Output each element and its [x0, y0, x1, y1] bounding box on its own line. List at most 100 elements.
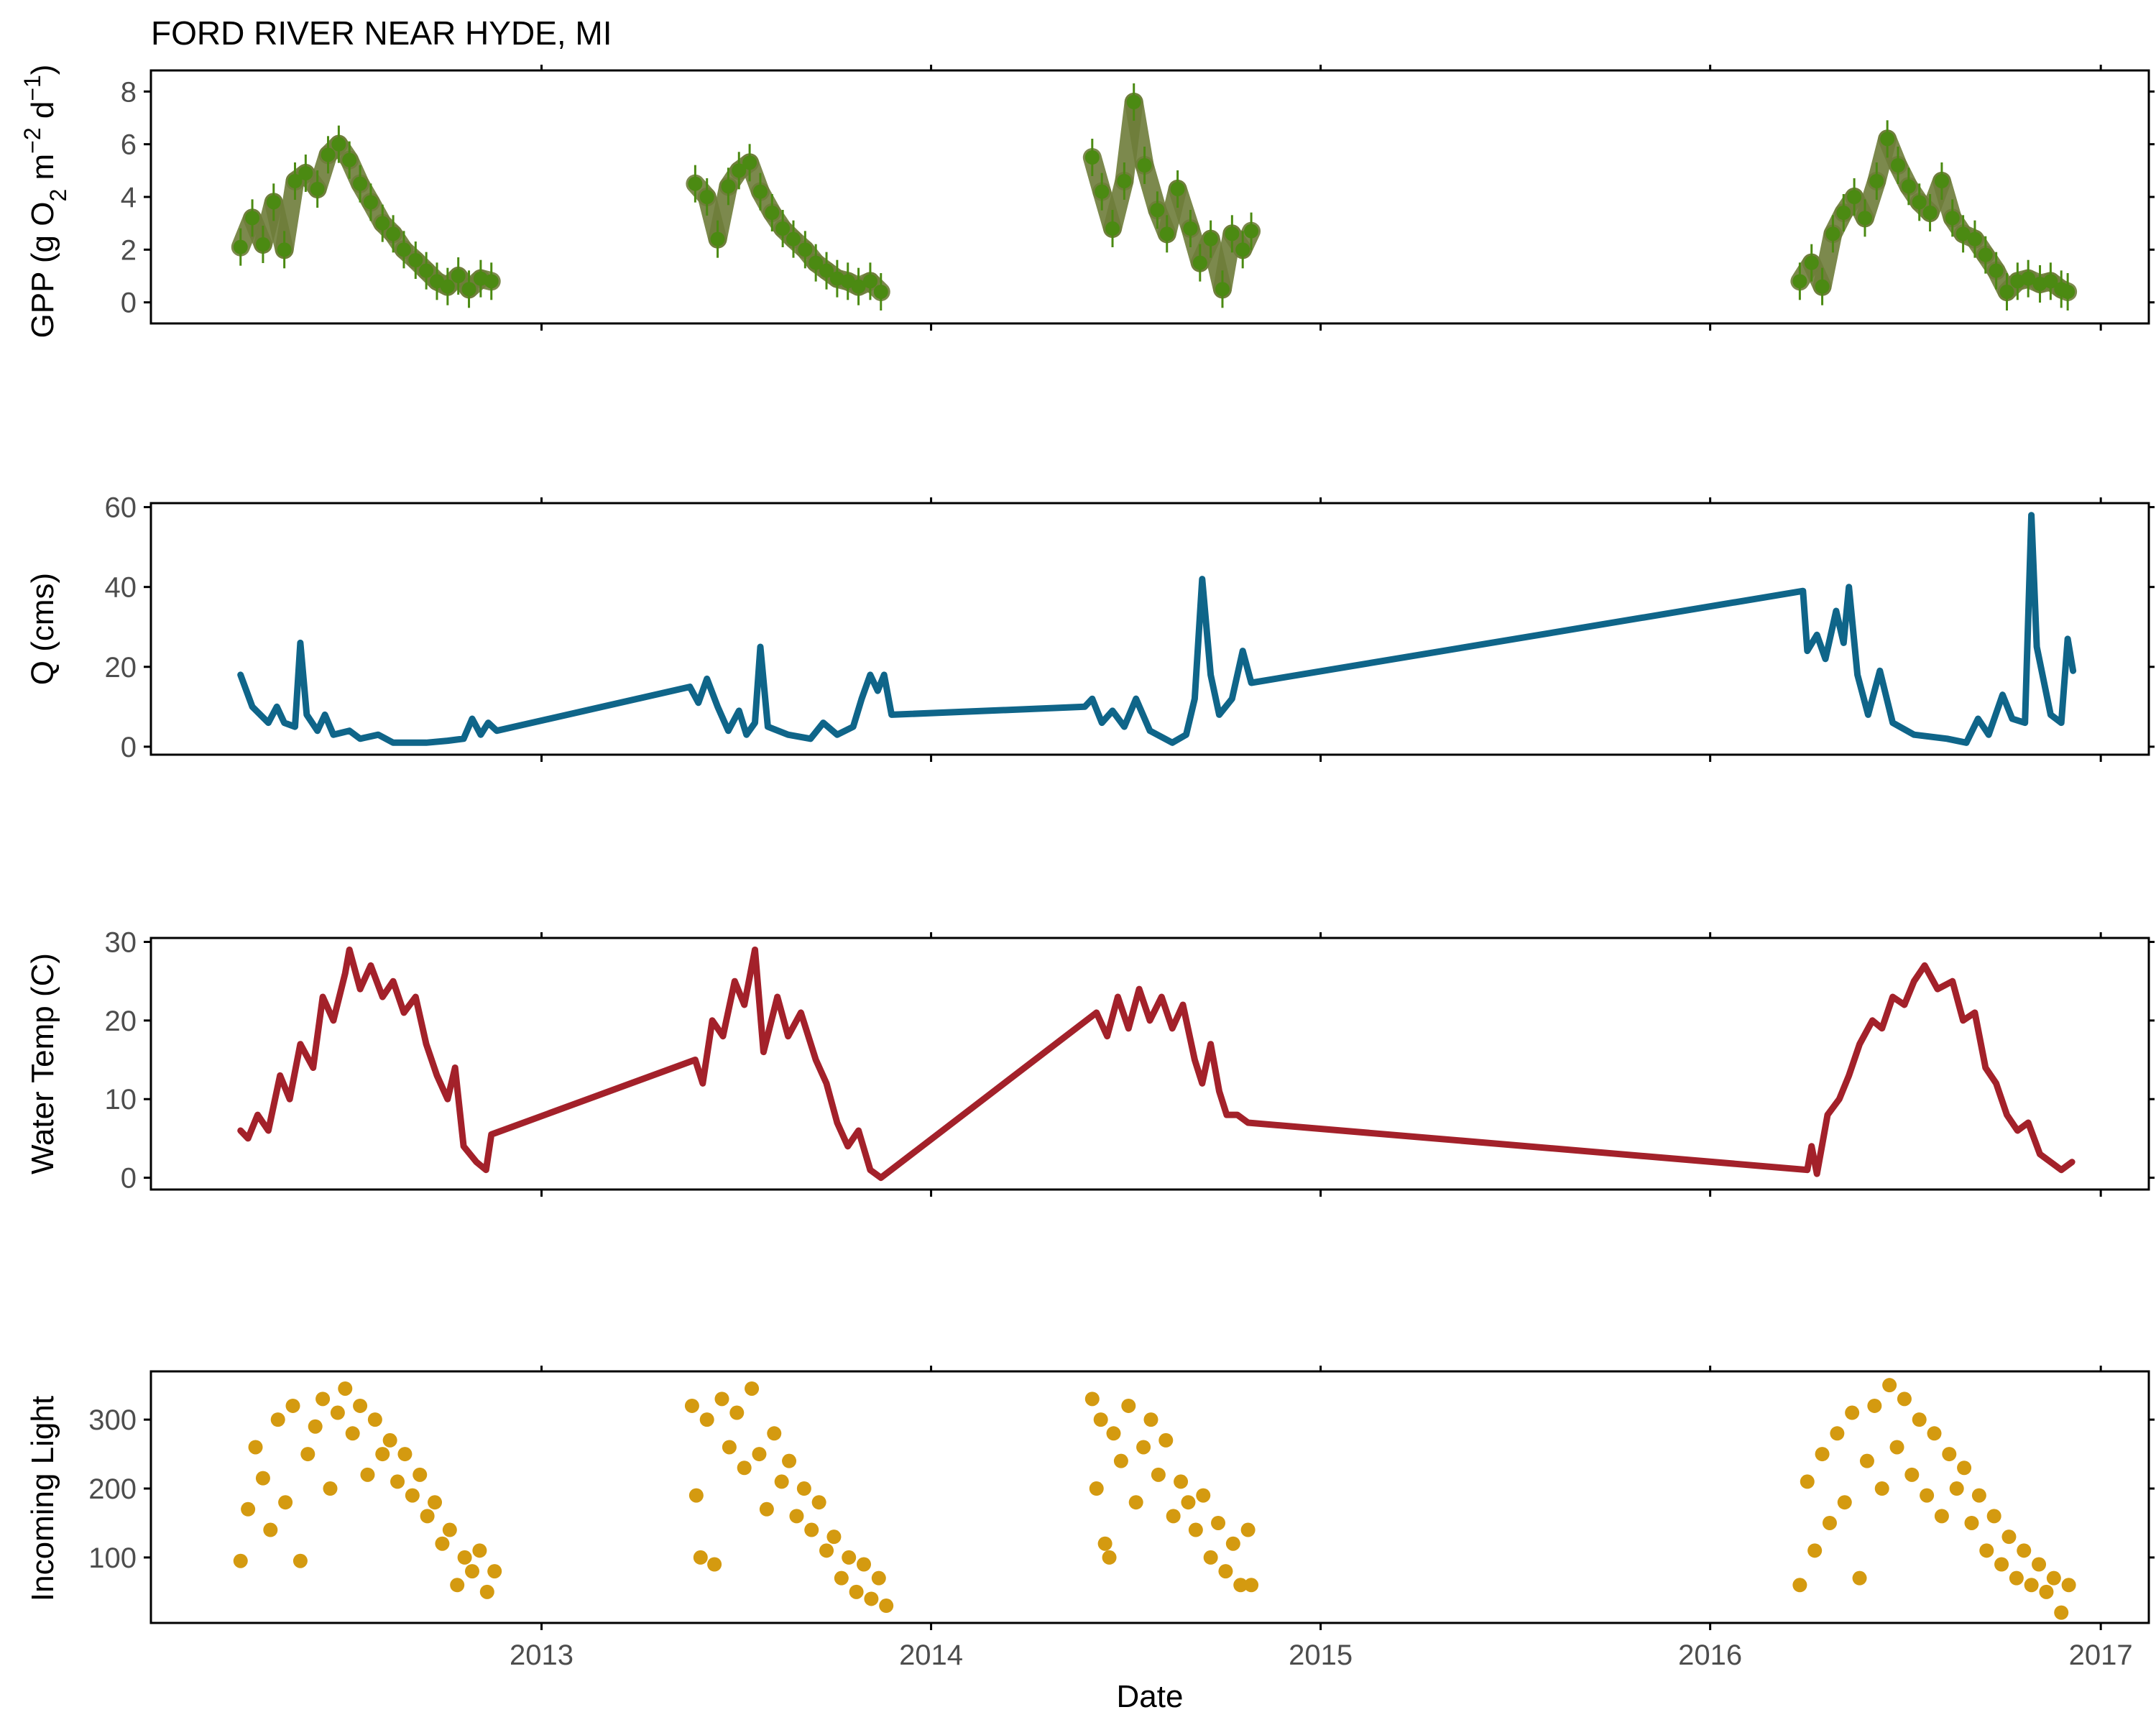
light-point: [1240, 1522, 1256, 1537]
y-tick-label: 60: [105, 492, 137, 524]
gpp-point: [819, 263, 834, 278]
light-point: [1102, 1550, 1117, 1565]
gpp-point: [375, 216, 390, 231]
light-point: [2054, 1605, 2069, 1620]
panel-frame: [149, 937, 2150, 1191]
gpp-point: [255, 237, 270, 252]
light-point: [1143, 1412, 1158, 1427]
light-point: [871, 1570, 886, 1586]
light-point: [323, 1481, 338, 1496]
light-point: [1196, 1488, 1211, 1503]
light-point: [688, 1488, 704, 1503]
gpp-point: [233, 239, 248, 254]
light-point: [1897, 1392, 1912, 1407]
gpp-point: [1825, 226, 1841, 242]
gpp-panel: 0 2 4 6 8: [121, 65, 2155, 331]
gpp-point: [342, 152, 357, 167]
gpp-point: [1225, 226, 1240, 242]
light-point: [1800, 1474, 1815, 1489]
light-point: [300, 1447, 315, 1462]
gpp-point: [1891, 158, 1906, 172]
discharge-series-line: [237, 512, 2077, 746]
gpp-point: [721, 179, 736, 194]
gpp-point: [1159, 226, 1174, 242]
gpp-point: [1934, 174, 1949, 188]
light-point: [1113, 1453, 1128, 1468]
light-point: [1211, 1515, 1226, 1530]
light-point: [737, 1460, 752, 1476]
gpp-point: [1978, 247, 1993, 262]
light-point: [270, 1412, 285, 1427]
light-point: [487, 1564, 502, 1579]
gpp-point: [742, 155, 757, 170]
light-point: [789, 1509, 804, 1524]
gpp-point: [1836, 206, 1851, 220]
y-tick-label: 6: [121, 129, 137, 161]
light-point: [2046, 1570, 2061, 1586]
light-point: [1158, 1432, 1174, 1448]
gpp-point: [1244, 224, 1259, 239]
light-point: [1128, 1495, 1143, 1510]
light-point: [745, 1381, 760, 1396]
light-point: [1979, 1543, 1994, 1558]
light-point: [759, 1501, 774, 1517]
light-point: [1093, 1412, 1108, 1427]
gpp-point: [266, 195, 281, 210]
gpp-point: [1084, 150, 1100, 165]
light-point: [857, 1557, 872, 1572]
light-point: [1106, 1426, 1121, 1441]
y-tick-label: 40: [105, 572, 137, 604]
discharge-panel: 0 20 40 60: [105, 492, 2155, 763]
gpp-point: [440, 279, 455, 294]
gpp-point: [353, 176, 368, 191]
chart-title: FORD RIVER NEAR HYDE, MI: [151, 14, 612, 52]
gpp-point: [1912, 195, 1927, 210]
gpp-point: [1955, 226, 1971, 242]
gpp-point: [699, 190, 714, 204]
gpp-point: [862, 274, 877, 289]
light-point: [1859, 1453, 1874, 1468]
light-point: [241, 1501, 256, 1517]
gpp-uncertainty-band: [275, 172, 305, 259]
light-point: [1927, 1426, 1942, 1441]
light-point: [2009, 1570, 2024, 1586]
gpp-point: [1126, 95, 1141, 109]
light-point: [1203, 1550, 1218, 1565]
gpp-point: [277, 242, 292, 257]
light-point: [1225, 1536, 1240, 1551]
gpp-point: [2060, 285, 2076, 299]
y-tick-label: 0: [121, 288, 137, 319]
light-point: [338, 1381, 353, 1396]
light-point: [2032, 1557, 2047, 1572]
gpp-point: [2021, 271, 2036, 286]
gpp-uncertainty-band: [1124, 93, 1154, 175]
light-point: [1994, 1557, 2009, 1572]
gpp-point: [298, 166, 313, 180]
light-point: [796, 1481, 811, 1496]
x-tick-label: 2015: [1289, 1639, 1353, 1671]
light-point: [1136, 1440, 1151, 1455]
discharge-axis-title: Q (cms): [25, 573, 60, 685]
x-tick-label: 2017: [2069, 1639, 2133, 1671]
gpp-point: [363, 195, 378, 210]
gpp-point: [808, 255, 824, 270]
x-axis: 2013 2014 2015 2016 2017: [510, 1639, 2133, 1671]
gpp-point: [331, 137, 346, 152]
incoming-light-panel: 100 200 300: [88, 1366, 2155, 1630]
y-tick-label: 8: [121, 76, 137, 108]
light-point: [811, 1495, 826, 1510]
light-point: [1089, 1481, 1104, 1496]
light-point: [263, 1522, 278, 1537]
light-point: [684, 1398, 699, 1413]
gpp-point: [396, 242, 411, 257]
gpp-point: [245, 211, 260, 226]
gpp-point: [1117, 174, 1132, 188]
gpp-point: [851, 279, 866, 294]
light-point: [722, 1440, 737, 1455]
light-point: [1964, 1515, 1979, 1530]
light-point: [397, 1447, 413, 1462]
gpp-point: [840, 274, 855, 289]
gpp-point: [1215, 282, 1230, 297]
light-point: [879, 1598, 894, 1614]
